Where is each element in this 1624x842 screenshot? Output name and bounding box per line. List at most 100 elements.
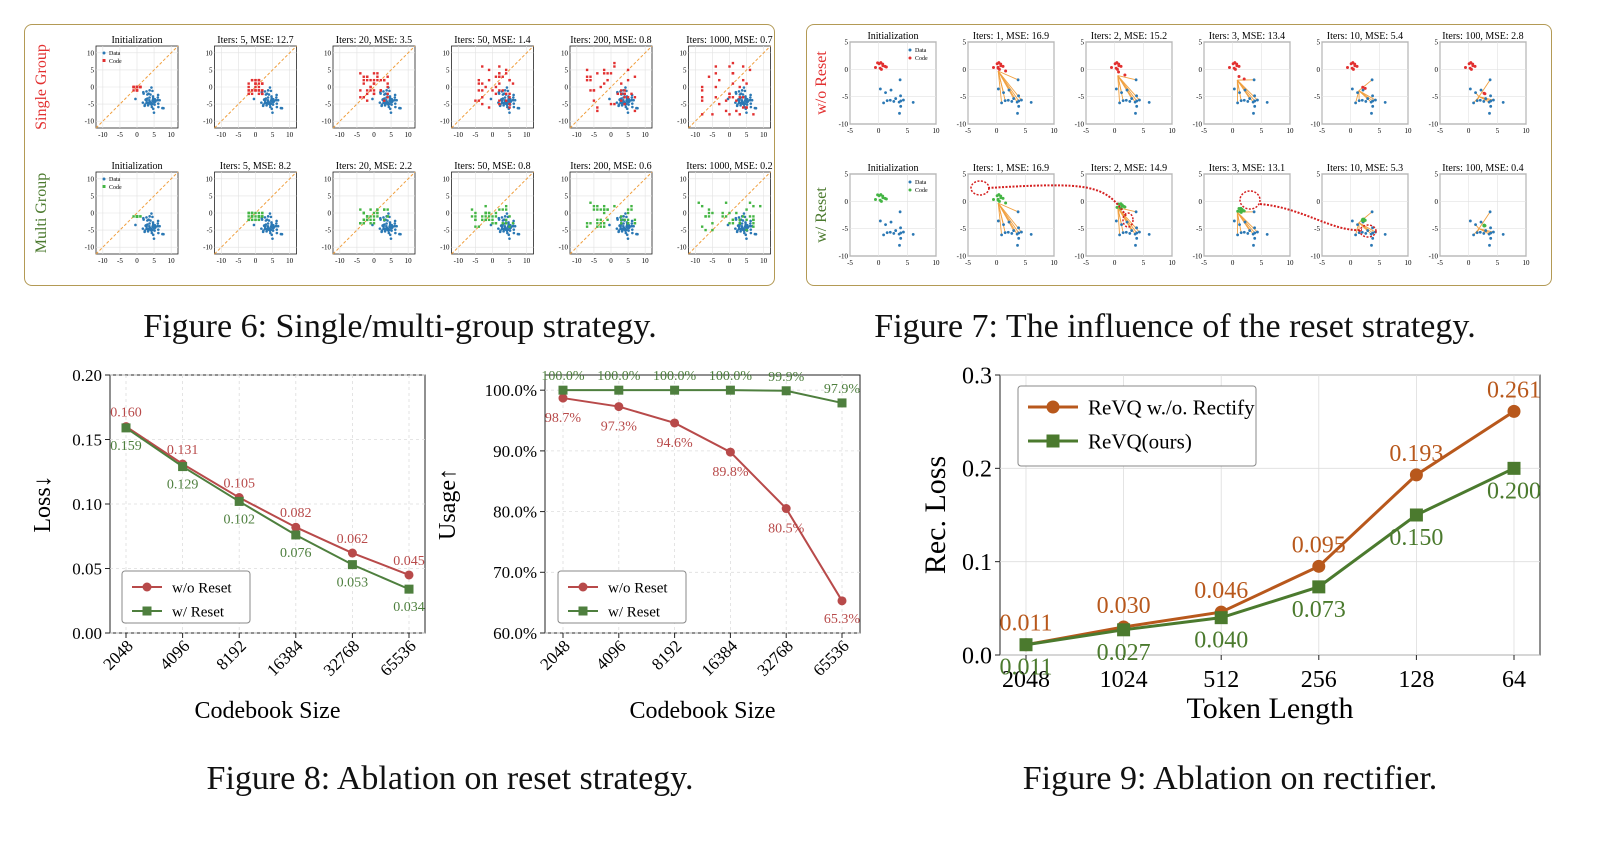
fig6-code-point [494, 215, 498, 218]
fig7-data-point [996, 87, 1000, 91]
fig6-code-point [372, 82, 376, 85]
fig9-legend-marker [1046, 434, 1060, 448]
fig6-xtick: -10 [335, 131, 345, 139]
fig6-data-point [744, 233, 748, 237]
fig7-data-point [1370, 243, 1373, 247]
fig6-code-point [596, 204, 599, 208]
fig6-code-point [504, 99, 508, 102]
fig6-data-point [742, 86, 746, 89]
fig6-data-point [631, 231, 634, 235]
fig6-data-point [265, 104, 268, 107]
fig7-data-point [885, 99, 889, 103]
fig6-code-point [728, 113, 731, 116]
fig6-data-point [151, 89, 154, 93]
fig7-xtick: 0 [995, 127, 999, 135]
fig7-xtick: 0 [1467, 127, 1471, 135]
fig7-ytick: 5 [963, 39, 967, 47]
fig6-code-point [261, 82, 264, 85]
fig7-data-point [1472, 233, 1475, 237]
fig6-ytick: -5 [88, 227, 94, 235]
fig6-code-point [585, 225, 589, 228]
fig7-xtick: 5 [1024, 259, 1028, 267]
fig7-data-point [1501, 101, 1505, 104]
fig7-code-point [1122, 205, 1126, 209]
fig6-code-point [633, 96, 637, 99]
fig6-xtick: 10 [523, 131, 531, 139]
fig6-data-point [749, 231, 753, 235]
fig7-code-point [1483, 224, 1487, 228]
fig7-legend-data: Data [915, 180, 927, 186]
fig6-data-point [753, 232, 757, 236]
fig6-xtick: -10 [691, 131, 701, 139]
fig6-data-point [265, 227, 268, 231]
fig6-data-point [156, 93, 160, 97]
fig6-xtick: -5 [709, 257, 715, 265]
fig7-data-point [1474, 91, 1477, 95]
fig6-code-point [752, 204, 755, 208]
fig6-code-point [602, 208, 606, 211]
fig6-data-point [622, 226, 626, 230]
fig8b-data-point [614, 402, 624, 412]
fig6-data-point [143, 103, 147, 106]
fig7-assignment-line [1236, 80, 1241, 93]
fig6-data-point [268, 86, 272, 89]
fig6-code-point [738, 85, 741, 89]
fig6-code-point [498, 208, 501, 211]
fig6-data-point [385, 226, 389, 230]
fig8a-legend-label: w/o Reset [172, 580, 232, 596]
fig6-data-point [269, 215, 273, 219]
fig9-data-point [1507, 461, 1521, 475]
fig8a-legend-marker [142, 582, 152, 592]
fig7-ytick: -5 [1314, 93, 1320, 101]
fig8b-ytick-label: 100.0% [485, 381, 537, 400]
fig7-data-point [1482, 100, 1486, 103]
fig7-data-point [1350, 87, 1354, 91]
fig9-data-point [1117, 623, 1131, 637]
fig6-xtick: 5 [389, 131, 393, 139]
fig6-data-point [740, 224, 744, 228]
fig6-code-point [714, 85, 718, 89]
fig7-ytick: -5 [1196, 93, 1202, 101]
fig8a-data-point [404, 570, 414, 580]
fig6-code-point [508, 225, 511, 228]
fig7-data-point [1489, 99, 1493, 103]
fig6-scatter-grid: Single Group Multi Group Initialization -10… [33, 35, 773, 265]
fig6-code-point [633, 109, 637, 113]
fig6-code-point [596, 72, 599, 75]
fig8a-xtick-label: 2048 [99, 636, 136, 673]
fig6-xtick: 5 [745, 257, 749, 265]
fig6-data-point [508, 237, 511, 240]
fig6-code-point [250, 92, 254, 96]
fig6-code-point [504, 204, 508, 208]
fig6-code-point [748, 215, 752, 218]
fig6-data-point [632, 98, 635, 102]
fig6-data-point [615, 227, 619, 230]
fig6-code-point [596, 222, 599, 225]
fig7-subplot-frame [1085, 173, 1173, 257]
fig6-data-point [263, 90, 267, 93]
fig6-data-point [264, 223, 268, 226]
fig6-code-point [362, 218, 365, 222]
fig6-code-point [359, 89, 362, 92]
fig7-data-point [1017, 94, 1020, 98]
fig6-code-point [369, 78, 372, 82]
fig6-code-point [477, 78, 481, 82]
fig6-code-point [721, 211, 724, 215]
fig6-xtick: 5 [508, 131, 512, 139]
fig9-ytick-label: 0.1 [962, 550, 992, 576]
fig7-row-label: w/ Reset [813, 187, 830, 243]
fig6-data-point [141, 101, 145, 104]
fig7-ytick: 5 [845, 171, 849, 179]
fig6-data-point [745, 111, 748, 114]
fig6-code-point [633, 222, 637, 225]
fig6-data-point [271, 111, 274, 114]
fig7-data-point [1246, 232, 1250, 235]
fig7-ytick: 5 [1199, 39, 1203, 47]
fig6-code-point [585, 75, 589, 78]
fig6-xtick: 10 [760, 131, 768, 139]
fig7-reset-highlight [1122, 212, 1134, 228]
fig6-ytick: 0 [328, 84, 332, 92]
fig6-ytick: -10 [559, 118, 569, 126]
fig6-code-point [745, 82, 748, 85]
fig6-data-point [275, 219, 278, 223]
